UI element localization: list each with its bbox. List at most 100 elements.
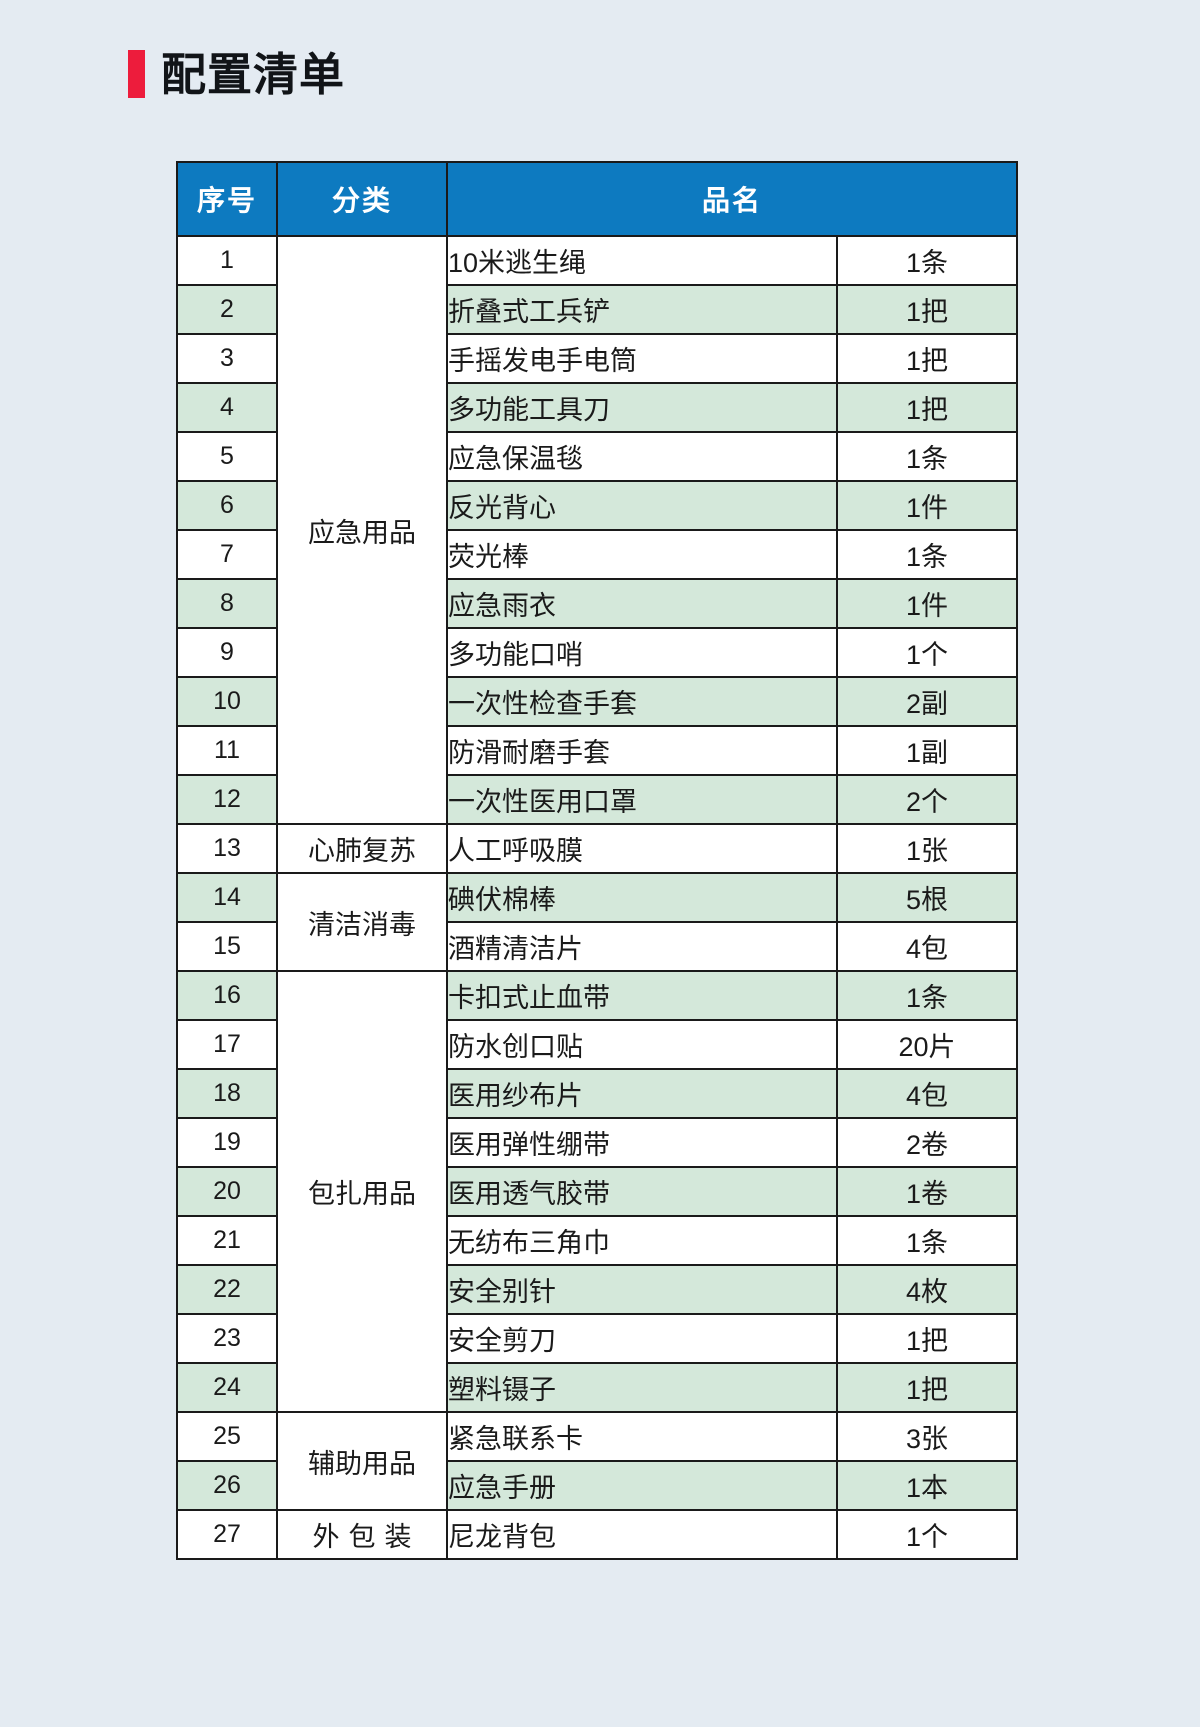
table-header-row: 序号 分类 品名	[176, 161, 1019, 237]
cell-item-name: 防水创口贴	[446, 1019, 838, 1070]
cell-index: 15	[176, 921, 278, 972]
cell-quantity: 5根	[835, 872, 1019, 923]
cell-index: 16	[176, 970, 278, 1021]
cell-quantity: 1把	[835, 333, 1019, 384]
cell-category: 外包装	[276, 1509, 448, 1560]
column-header-name: 品名	[445, 161, 1019, 237]
cell-index: 24	[176, 1362, 278, 1413]
cell-index: 27	[176, 1509, 278, 1560]
cell-index: 22	[176, 1264, 278, 1315]
cell-index: 11	[176, 725, 278, 776]
cell-index: 26	[176, 1460, 278, 1511]
table-row: 1 应急用品 10米逃生绳 1条	[176, 235, 1019, 825]
cell-item-name: 折叠式工兵铲	[446, 284, 838, 335]
cell-item-name: 卡扣式止血带	[446, 970, 838, 1021]
cell-item-name: 安全剪刀	[446, 1313, 838, 1364]
cell-item-name: 应急手册	[446, 1460, 838, 1511]
cell-quantity: 1件	[835, 480, 1019, 531]
cell-quantity: 1副	[835, 725, 1019, 776]
table-row: 5 应急保温毯 1条	[176, 431, 1019, 482]
table-row: 20 医用透气胶带 1卷	[176, 1166, 1019, 1217]
cell-index: 3	[176, 333, 278, 384]
cell-quantity: 1个	[835, 1509, 1019, 1560]
cell-quantity: 1条	[835, 1215, 1019, 1266]
cell-quantity: 2副	[835, 676, 1019, 727]
table-row: 11 防滑耐磨手套 1副	[176, 725, 1019, 776]
table-row: 12 一次性医用口罩 2个	[176, 774, 1019, 825]
configuration-list-table-wrap: 序号 分类 品名 1 应急用品 10米逃生绳 1条 2 折叠式工兵铲 1把 3 手摇发电手电筒 1…	[176, 161, 1019, 1560]
cell-item-name: 紧急联系卡	[446, 1411, 838, 1462]
cell-index: 20	[176, 1166, 278, 1217]
table-row: 6 反光背心 1件	[176, 480, 1019, 531]
cell-index: 23	[176, 1313, 278, 1364]
cell-quantity: 1卷	[835, 1166, 1019, 1217]
table-row: 17 防水创口贴 20片	[176, 1019, 1019, 1070]
table-row: 22 安全别针 4枚	[176, 1264, 1019, 1315]
cell-quantity: 1把	[835, 1362, 1019, 1413]
cell-quantity: 2个	[835, 774, 1019, 825]
table-row: 23 安全剪刀 1把	[176, 1313, 1019, 1364]
cell-item-name: 多功能口哨	[446, 627, 838, 678]
cell-index: 4	[176, 382, 278, 433]
table-row: 19 医用弹性绷带 2卷	[176, 1117, 1019, 1168]
cell-quantity: 1把	[835, 284, 1019, 335]
cell-index: 25	[176, 1411, 278, 1462]
table-row: 4 多功能工具刀 1把	[176, 382, 1019, 433]
cell-item-name: 酒精清洁片	[446, 921, 838, 972]
cell-index: 17	[176, 1019, 278, 1070]
cell-index: 14	[176, 872, 278, 923]
cell-item-name: 一次性医用口罩	[446, 774, 838, 825]
table-row: 2 折叠式工兵铲 1把	[176, 284, 1019, 335]
cell-quantity: 1个	[835, 627, 1019, 678]
cell-quantity: 1张	[835, 823, 1019, 874]
cell-quantity: 4枚	[835, 1264, 1019, 1315]
cell-quantity: 1条	[835, 970, 1019, 1021]
table-row: 18 医用纱布片 4包	[176, 1068, 1019, 1119]
column-header-index: 序号	[176, 161, 278, 237]
cell-quantity: 1条	[835, 431, 1019, 482]
cell-category: 心肺复苏	[276, 823, 448, 874]
cell-item-name: 尼龙背包	[446, 1509, 838, 1560]
cell-item-name: 应急雨衣	[446, 578, 838, 629]
table-header: 序号 分类 品名	[176, 161, 1019, 237]
table-row: 14 清洁消毒 碘伏棉棒 5根	[176, 872, 1019, 972]
table-row: 10 一次性检查手套 2副	[176, 676, 1019, 727]
cell-quantity: 1把	[835, 382, 1019, 433]
cell-quantity: 1本	[835, 1460, 1019, 1511]
cell-quantity: 4包	[835, 1068, 1019, 1119]
cell-index: 6	[176, 480, 278, 531]
table-row: 8 应急雨衣 1件	[176, 578, 1019, 629]
cell-category: 应急用品	[276, 235, 448, 825]
cell-index: 12	[176, 774, 278, 825]
cell-index: 21	[176, 1215, 278, 1266]
configuration-list-table: 序号 分类 品名 1 应急用品 10米逃生绳 1条 2 折叠式工兵铲 1把 3 手摇发电手电筒 1…	[176, 161, 1019, 1560]
cell-item-name: 安全别针	[446, 1264, 838, 1315]
cell-item-name: 人工呼吸膜	[446, 823, 838, 874]
page-title: 配置清单	[128, 50, 345, 98]
table-row: 21 无纺布三角巾 1条	[176, 1215, 1019, 1266]
cell-item-name: 应急保温毯	[446, 431, 838, 482]
cell-item-name: 一次性检查手套	[446, 676, 838, 727]
cell-quantity: 1件	[835, 578, 1019, 629]
cell-quantity: 1条	[835, 235, 1019, 286]
table-row: 9 多功能口哨 1个	[176, 627, 1019, 678]
cell-item-name: 碘伏棉棒	[446, 872, 838, 923]
table-row: 25 辅助用品 紧急联系卡 3张	[176, 1411, 1019, 1511]
table-row: 7 荧光棒 1条	[176, 529, 1019, 580]
cell-item-name: 医用透气胶带	[446, 1166, 838, 1217]
cell-index: 5	[176, 431, 278, 482]
cell-index: 19	[176, 1117, 278, 1168]
cell-quantity: 1条	[835, 529, 1019, 580]
cell-index: 13	[176, 823, 278, 874]
cell-index: 9	[176, 627, 278, 678]
cell-item-name: 无纺布三角巾	[446, 1215, 838, 1266]
cell-category: 清洁消毒	[276, 872, 448, 972]
cell-item-name: 医用弹性绷带	[446, 1117, 838, 1168]
cell-item-name: 防滑耐磨手套	[446, 725, 838, 776]
cell-quantity: 2卷	[835, 1117, 1019, 1168]
cell-category: 辅助用品	[276, 1411, 448, 1511]
cell-item-name: 塑料镊子	[446, 1362, 838, 1413]
cell-index: 8	[176, 578, 278, 629]
cell-item-name: 多功能工具刀	[446, 382, 838, 433]
